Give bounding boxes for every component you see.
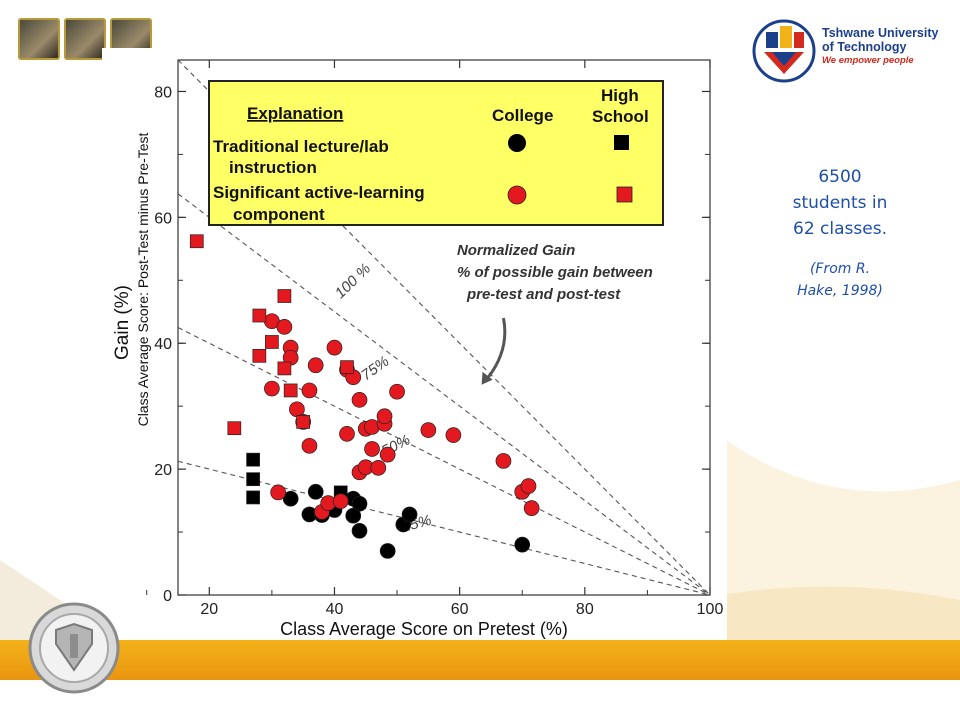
data-point	[389, 383, 405, 400]
side-note-citation: (From R. Hake, 1998)	[770, 256, 910, 304]
data-point	[252, 348, 267, 363]
y-tick-label: 0	[163, 588, 172, 605]
data-point	[420, 422, 437, 438]
legend-box	[208, 80, 664, 226]
legend-marker-highschool-traditional	[614, 135, 629, 150]
annotation-line: Normalized Gain	[457, 242, 575, 259]
data-point	[351, 392, 368, 408]
data-point	[301, 382, 318, 399]
data-point	[264, 380, 280, 397]
logo-line-1: Tshwane University	[822, 26, 939, 40]
data-point	[332, 493, 349, 510]
data-point	[401, 506, 418, 523]
data-point	[246, 452, 260, 467]
data-point	[270, 484, 286, 501]
footer-bar	[0, 640, 960, 680]
legend-marker-college-active	[507, 185, 527, 205]
legend-marker-highschool-active	[616, 186, 633, 203]
data-point	[495, 453, 512, 469]
data-point	[301, 437, 318, 454]
university-logo	[752, 19, 816, 83]
data-point	[307, 483, 324, 500]
data-point	[514, 536, 531, 553]
data-point	[307, 357, 324, 374]
data-point	[523, 500, 540, 516]
data-point	[276, 319, 293, 335]
y-axis-label: Gain (%)	[112, 285, 133, 360]
citation-line: Hake, 1998)	[797, 283, 883, 299]
legend-title: Explanation	[247, 104, 343, 123]
gain-line	[177, 327, 711, 596]
data-point	[246, 490, 260, 505]
data-point	[339, 426, 355, 442]
chart-panel: 20 40 60 80 100 0 20 40 60 80 Class Average Score …	[102, 48, 727, 642]
side-note-line: students in	[792, 193, 888, 213]
x-tick-label: 40	[326, 601, 344, 618]
data-point	[520, 478, 537, 494]
x-axis-label: Class Average Score on Pretest (%)	[280, 619, 568, 639]
x-tick-label: 80	[576, 601, 594, 618]
data-point	[265, 335, 279, 349]
gain-vs-pretest-scatter: 20 40 60 80 100 0 20 40 60 80 Class Average Score …	[112, 59, 724, 639]
data-point	[351, 522, 368, 539]
university-seal-icon	[28, 602, 120, 694]
data-point	[282, 490, 299, 507]
side-note-line: 6500	[818, 167, 862, 187]
citation-line: (From R.	[809, 261, 871, 277]
gain-line	[177, 193, 711, 596]
data-point	[340, 360, 354, 375]
data-point	[379, 543, 396, 559]
data-point	[277, 289, 292, 303]
legend-col-highschool: High	[601, 86, 639, 105]
annotation-line: pre-test and post-test	[466, 286, 621, 303]
data-point	[252, 308, 267, 323]
y-tick-label: 60	[154, 210, 172, 227]
logo-tagline: We empower people	[822, 55, 914, 66]
legend-col-college: College	[492, 106, 553, 125]
data-point	[277, 361, 292, 376]
data-point	[189, 234, 204, 249]
data-point	[370, 460, 387, 476]
gain-line-label: 75%	[358, 353, 392, 384]
x-tick-label: 20	[200, 601, 218, 618]
data-point	[364, 441, 380, 457]
logo-line-2: of Technology	[822, 40, 907, 54]
side-note-line: 62 classes.	[793, 219, 887, 239]
x-tick-label: 100	[697, 601, 724, 618]
legend-col-highschool: School	[592, 107, 649, 126]
annotation-arrowhead	[481, 371, 493, 385]
data-point	[445, 427, 462, 443]
data-point	[379, 446, 396, 463]
y-tick-label: 20	[154, 462, 172, 479]
legend-row-label: Significant active-learning	[213, 183, 425, 202]
legend-row-label: component	[233, 205, 325, 224]
x-tick-label: 60	[451, 601, 469, 618]
gain-line	[177, 460, 711, 596]
legend-row-label: Traditional lecture/lab	[213, 137, 389, 156]
side-note: 6500 students in 62 classes. (From R. Ha…	[770, 164, 910, 304]
y-axis-label-secondary: Class Average Score: Post-Test minus Pre…	[135, 132, 151, 426]
legend-marker-college-traditional	[508, 134, 526, 152]
header-photo	[64, 18, 106, 60]
data-point	[246, 472, 260, 487]
y-tick-label: 80	[154, 84, 172, 101]
gain-line-label: 100 %	[332, 260, 374, 302]
data-point	[227, 421, 242, 436]
annotation-line: % of possible gain between	[457, 264, 653, 281]
data-point	[345, 507, 362, 524]
data-point	[296, 415, 311, 429]
legend-row-label: instruction	[229, 158, 317, 177]
university-logo-text: Tshwane University of Technology We empo…	[822, 26, 938, 68]
data-point	[283, 383, 298, 398]
y-tick-label: 40	[154, 336, 172, 353]
annotation-arrow	[486, 317, 507, 379]
data-point	[376, 408, 393, 425]
data-point	[326, 339, 343, 356]
header-photo	[18, 18, 60, 60]
